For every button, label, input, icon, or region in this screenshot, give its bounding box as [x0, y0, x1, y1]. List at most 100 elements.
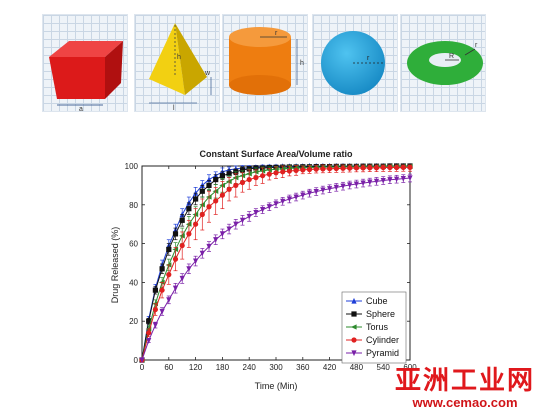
data-point-cylinder: [394, 164, 400, 171]
data-point-cylinder: [280, 169, 286, 175]
legend: Cube Sphere Torus Cylinder Pyramid: [341, 291, 407, 364]
data-point-sphere: [179, 217, 185, 223]
data-point-pyramid: [286, 196, 292, 203]
x-tick-label: 540: [377, 363, 391, 372]
data-point-cylinder: [179, 242, 185, 249]
data-point-pyramid: [347, 182, 353, 189]
data-point-cylinder: [186, 231, 192, 237]
data-point-cylinder: [253, 175, 259, 181]
series-pyramid: [139, 173, 413, 364]
sphere-shape: r: [321, 31, 385, 95]
torus-label-r: r: [475, 42, 478, 49]
cube-front-face: [49, 57, 105, 99]
x-axis-label: Time (Min): [255, 381, 298, 391]
data-point-pyramid: [152, 322, 158, 329]
pyramid-label-h: h: [177, 54, 181, 61]
cube-top-face: [49, 41, 123, 57]
data-point-cylinder: [199, 211, 205, 218]
y-tick-label: 20: [129, 317, 138, 326]
legend-marker-pyramid: [351, 350, 357, 357]
x-tick-label: 0: [140, 363, 145, 372]
data-point-cylinder: [193, 221, 199, 227]
x-tick-label: 120: [189, 363, 203, 372]
cylinder-label-r: r: [275, 30, 278, 37]
data-point-cylinder: [239, 179, 246, 186]
sphere-label-r: r: [367, 55, 370, 62]
data-point-pyramid: [172, 285, 179, 292]
data-point-pyramid: [213, 237, 219, 243]
x-tick-label: 240: [243, 363, 257, 372]
data-point-sphere: [219, 173, 225, 179]
data-point-cylinder: [327, 166, 333, 172]
y-tick-label: 100: [125, 162, 139, 171]
data-point-cylinder: [166, 272, 172, 278]
data-point-pyramid: [206, 243, 212, 250]
watermark: 亚洲工业网 www.cemao.com: [390, 367, 540, 410]
data-point-cylinder: [293, 167, 299, 174]
pyramid-label-w: w: [204, 70, 211, 77]
data-point-cylinder: [146, 330, 152, 336]
data-point-pyramid: [273, 201, 279, 207]
data-point-cylinder: [407, 164, 413, 170]
data-point-cylinder: [219, 192, 225, 198]
pyramid-front-face: [149, 23, 185, 95]
data-point-cylinder: [360, 165, 366, 171]
series-layer: [138, 162, 413, 364]
torus-label-R: R: [449, 53, 454, 60]
data-point-cylinder: [347, 165, 353, 171]
torus-panel: R r: [400, 14, 486, 112]
cube-label-a: a: [79, 106, 83, 111]
pyramid-label-l: l: [173, 105, 175, 111]
data-point-cylinder: [306, 166, 313, 173]
y-tick-label: 0: [134, 356, 139, 365]
watermark-chinese: 亚洲工业网: [394, 366, 535, 396]
data-point-pyramid: [400, 176, 406, 182]
y-tick-label: 40: [129, 278, 138, 287]
data-point-pyramid: [300, 192, 306, 199]
watermark-url: www.cemao.com: [412, 395, 518, 410]
data-point-pyramid: [380, 177, 386, 184]
data-point-pyramid: [166, 297, 172, 303]
data-point-sphere: [206, 182, 212, 188]
data-point-pyramid: [360, 180, 366, 187]
data-point-cylinder: [300, 167, 306, 173]
x-tick-label: 360: [296, 363, 310, 372]
y-tick-label: 60: [129, 240, 138, 249]
x-tick-label: 180: [216, 363, 230, 372]
x-tick-label: 480: [350, 363, 364, 372]
cylinder-shape: r h: [229, 27, 304, 95]
data-point-pyramid: [260, 207, 266, 213]
data-point-pyramid: [340, 183, 346, 190]
data-point-cylinder: [226, 186, 232, 192]
data-point-pyramid: [373, 178, 380, 185]
data-point-pyramid: [367, 179, 373, 186]
x-tick-label: 300: [269, 363, 283, 372]
pyramid-shape: h w l: [149, 23, 212, 111]
data-point-pyramid: [193, 258, 199, 265]
legend-entry-torus: Torus: [366, 322, 389, 332]
cylinder-bottom: [229, 75, 291, 95]
data-point-pyramid: [407, 175, 413, 182]
data-point-pyramid: [353, 181, 359, 188]
data-point-cylinder: [353, 165, 359, 171]
legend-entry-cube: Cube: [366, 296, 388, 306]
x-tick-label: 420: [323, 363, 337, 372]
chart-title: Constant Surface Area/Volume ratio: [199, 149, 353, 159]
legend-marker-torus: [350, 324, 357, 330]
data-point-pyramid: [293, 194, 299, 201]
data-point-pyramid: [219, 231, 225, 237]
data-point-cylinder: [233, 182, 239, 188]
data-point-pyramid: [179, 275, 185, 282]
data-point-sphere: [152, 287, 158, 293]
torus-minor-radius-line: [464, 48, 476, 56]
cube-side-face: [105, 41, 123, 99]
data-point-sphere: [146, 318, 152, 324]
y-axis-label: Drug Released (%): [110, 227, 120, 304]
y-tick-label: 80: [129, 201, 138, 210]
data-point-pyramid: [280, 198, 286, 205]
legend-entry-sphere: Sphere: [366, 309, 395, 319]
data-point-cylinder: [260, 173, 266, 179]
legend-entry-pyramid: Pyramid: [366, 348, 399, 358]
data-point-sphere: [172, 231, 179, 237]
data-point-sphere: [199, 188, 205, 194]
